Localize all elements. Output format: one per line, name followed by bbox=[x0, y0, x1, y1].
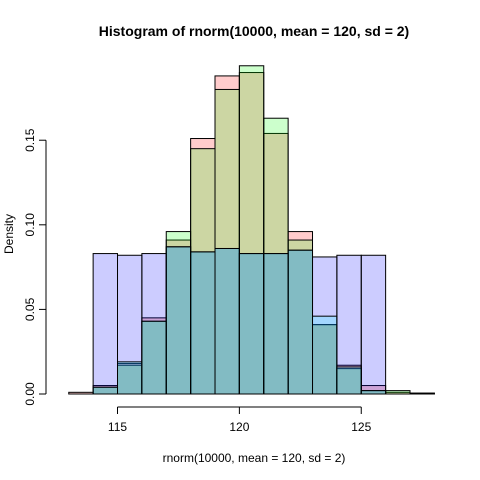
histogram-bar bbox=[312, 324, 338, 395]
x-axis-label: rnorm(10000, mean = 120, sd = 2) bbox=[163, 451, 346, 465]
histogram-bar bbox=[238, 72, 265, 395]
histogram-bar bbox=[92, 386, 119, 395]
histogram-bar bbox=[190, 251, 216, 395]
y-axis: 0.00 0.05 0.10 0.15 bbox=[23, 128, 47, 406]
histogram-bar bbox=[409, 392, 435, 395]
y-tick-label: 0.05 bbox=[23, 297, 37, 321]
histogram-bar bbox=[165, 231, 192, 395]
chart-title: Histogram of rnorm(10000, mean = 120, sd… bbox=[99, 23, 409, 39]
histogram-bar bbox=[165, 246, 192, 395]
histogram-bar bbox=[287, 249, 314, 395]
y-tick-label: 0.00 bbox=[23, 382, 37, 406]
histogram-bar bbox=[360, 254, 387, 395]
histogram-bar bbox=[263, 117, 289, 395]
histogram-bar bbox=[238, 253, 265, 395]
histogram-bar bbox=[385, 390, 411, 395]
x-tick-label: 120 bbox=[229, 420, 249, 434]
histogram-bar bbox=[117, 254, 143, 395]
histogram-bar bbox=[92, 253, 119, 395]
histogram-bar bbox=[263, 253, 289, 395]
histogram-bar bbox=[287, 231, 314, 395]
y-tick-label: 0.10 bbox=[23, 213, 37, 237]
histogram-bar bbox=[263, 253, 289, 395]
histogram-bar bbox=[68, 391, 94, 395]
histogram-bar bbox=[214, 247, 240, 395]
x-axis: 115 120 125 bbox=[108, 406, 372, 434]
histogram-bar bbox=[117, 361, 143, 395]
histogram-bars bbox=[68, 65, 435, 395]
histogram-bar bbox=[336, 254, 362, 395]
histogram-bar bbox=[360, 390, 387, 395]
x-tick-label: 115 bbox=[108, 420, 127, 434]
histogram-bar bbox=[117, 364, 143, 395]
y-axis-label: Density bbox=[2, 214, 16, 254]
y-tick-label: 0.15 bbox=[23, 128, 37, 152]
histogram-bar bbox=[312, 315, 338, 395]
histogram-bar bbox=[263, 132, 289, 395]
histogram-bar bbox=[141, 320, 167, 395]
x-tick-label: 125 bbox=[351, 420, 371, 434]
histogram-bar bbox=[287, 239, 314, 395]
histogram-bar bbox=[336, 366, 362, 395]
histogram-bar bbox=[287, 249, 314, 395]
histogram-bar bbox=[214, 247, 240, 395]
histogram-bar bbox=[214, 75, 240, 395]
